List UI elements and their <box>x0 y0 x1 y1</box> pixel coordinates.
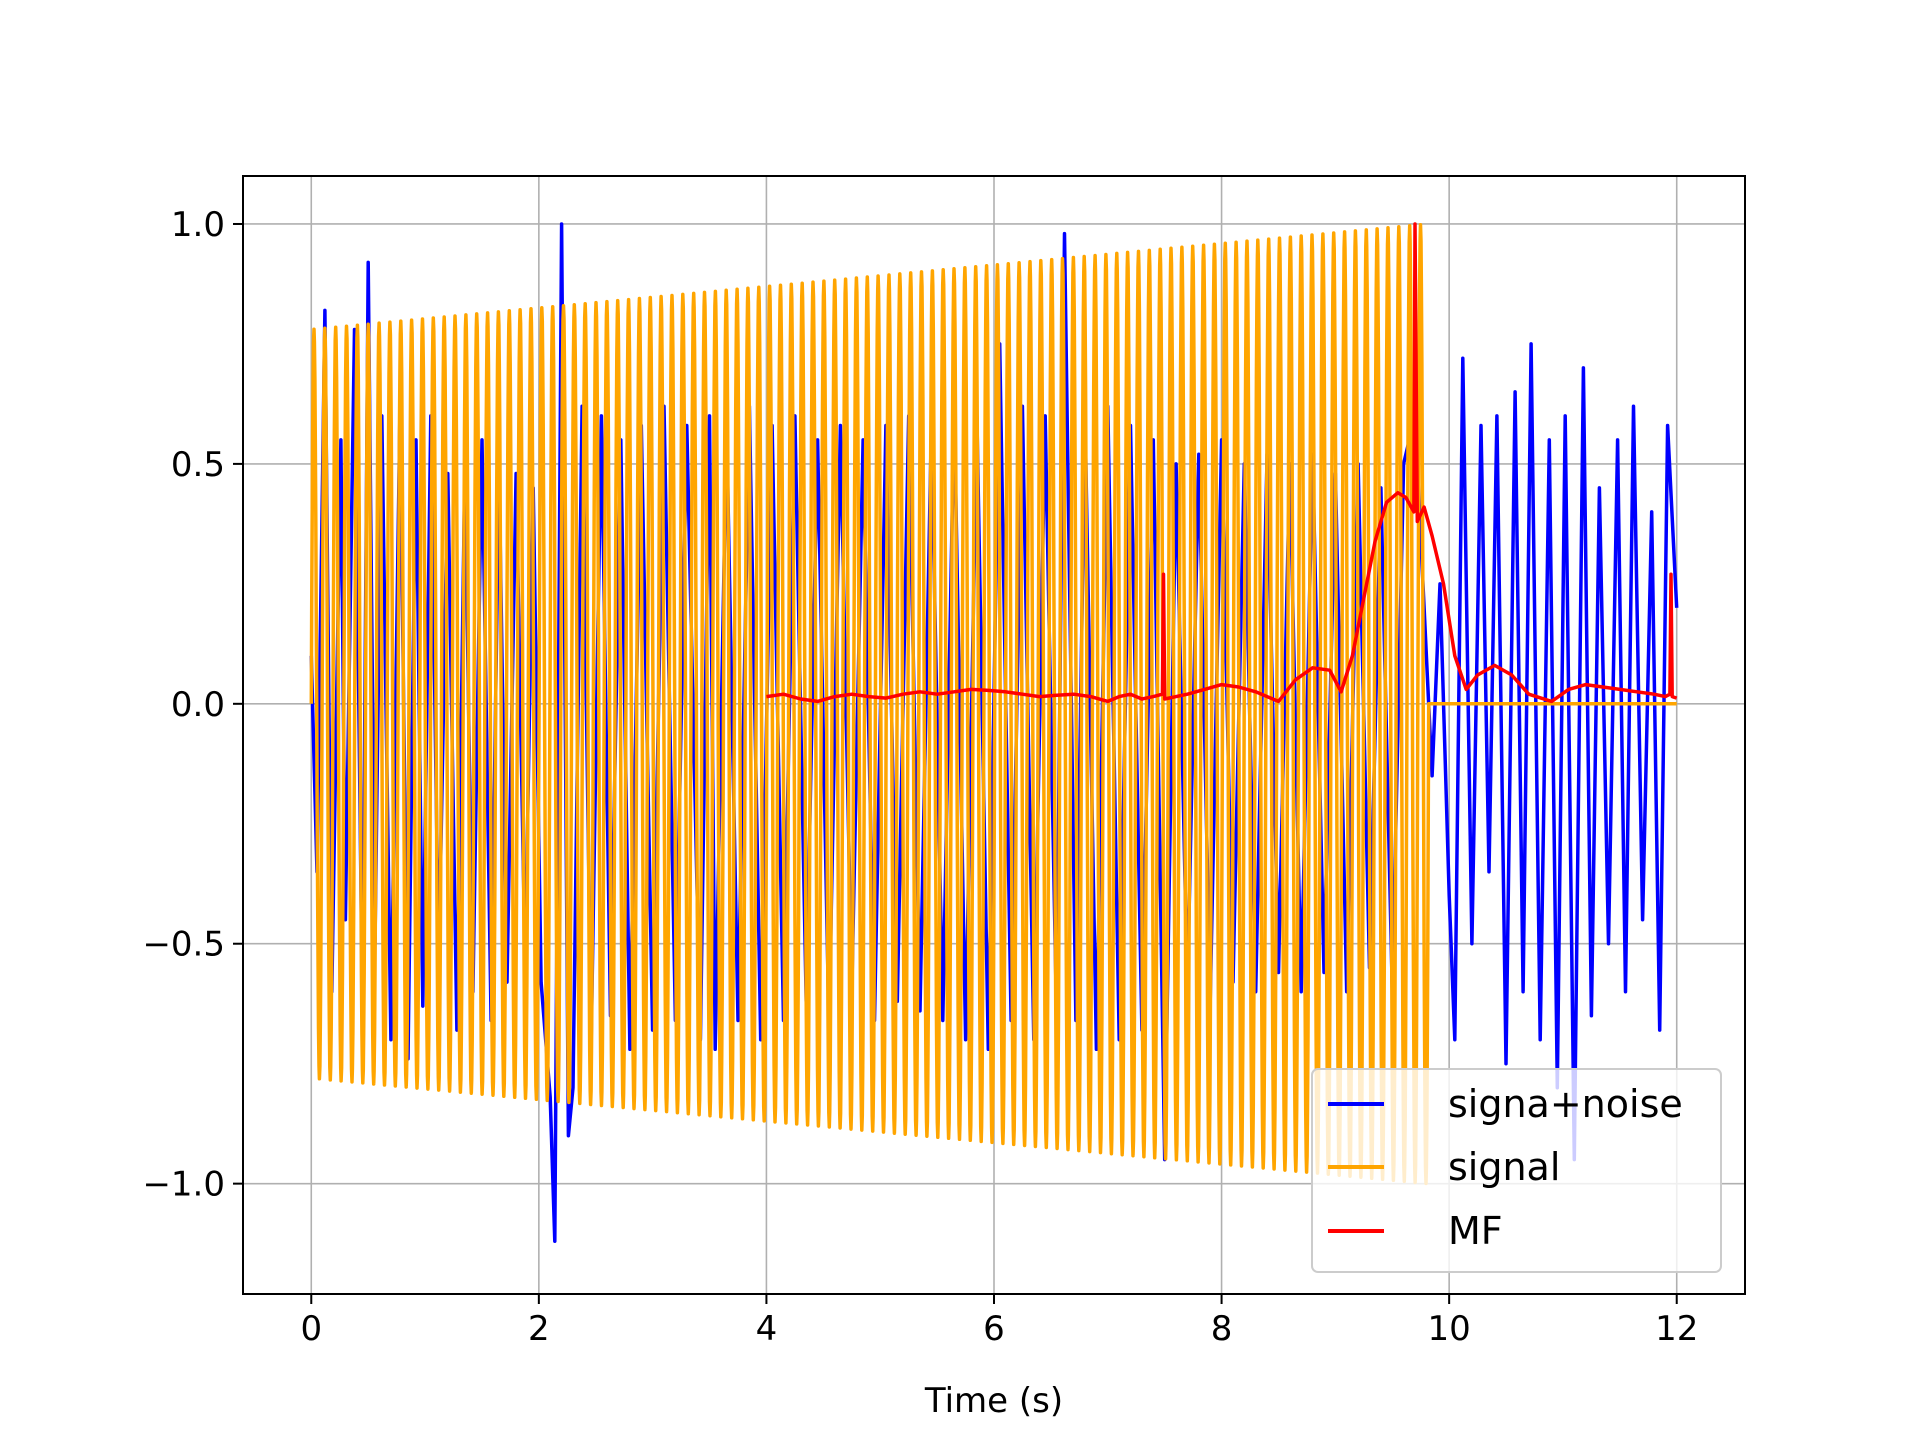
legend: signa+noise signal MF <box>1311 1068 1722 1273</box>
legend-label-signal-noise: signa+noise <box>1448 1082 1683 1126</box>
ticks: 0 2 4 6 8 10 12 −1.0 −0.5 0.0 0.5 1.0 <box>142 205 1698 1349</box>
y-tick-label: 1.0 <box>171 205 225 245</box>
x-tick-label: 4 <box>756 1309 778 1349</box>
series-layer <box>309 222 1679 1243</box>
x-tick-label: 8 <box>1211 1309 1233 1349</box>
x-axis-label: Time (s) <box>924 1381 1063 1421</box>
x-tick-label: 2 <box>528 1309 550 1349</box>
x-tick-label: 0 <box>300 1309 322 1349</box>
legend-label-signal: signal <box>1448 1145 1560 1189</box>
series-mf-line <box>766 222 1678 704</box>
x-tick-label: 10 <box>1428 1309 1471 1349</box>
legend-label-mf: MF <box>1448 1209 1503 1253</box>
x-tick-label: 12 <box>1655 1309 1698 1349</box>
y-tick-label: 0.0 <box>171 685 225 725</box>
legend-box <box>1311 1068 1722 1273</box>
y-tick-label: −0.5 <box>142 925 225 965</box>
y-tick-label: 0.5 <box>171 445 225 485</box>
y-tick-label: −1.0 <box>142 1165 225 1205</box>
series-signal-line <box>309 223 1677 1186</box>
x-tick-label: 6 <box>983 1309 1005 1349</box>
